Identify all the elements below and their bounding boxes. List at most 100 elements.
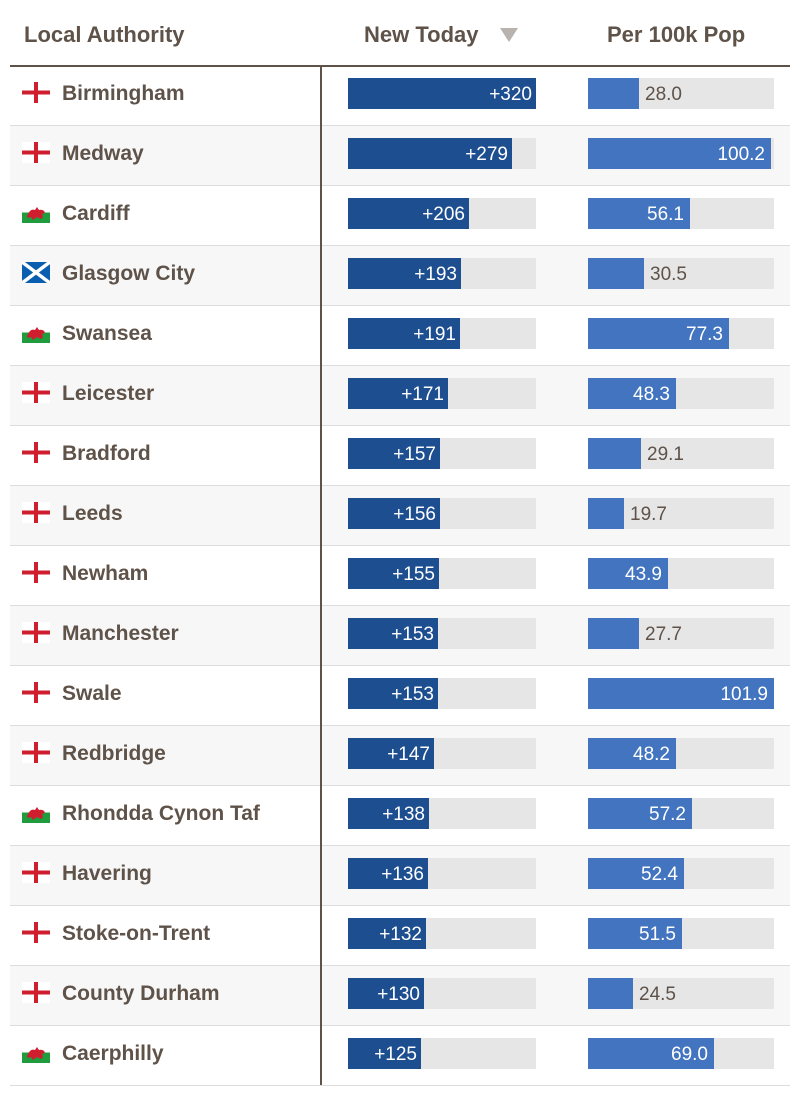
per-100k-track: 56.1	[588, 198, 774, 229]
local-authority-name: Newham	[62, 562, 149, 585]
per-100k-track: 52.4	[588, 858, 774, 889]
triangle-down-icon[interactable]	[500, 28, 518, 42]
local-authority-name: Birmingham	[62, 82, 185, 105]
per-100k-bar	[588, 678, 774, 709]
table-row: Birmingham +320 28.0	[10, 66, 790, 126]
per-100k-bar	[588, 1038, 714, 1069]
header-divider	[10, 65, 790, 67]
england-flag-icon	[22, 742, 50, 763]
new-today-value: +125	[374, 1044, 417, 1065]
england-flag-icon	[22, 622, 50, 643]
new-today-bar: +132	[348, 918, 426, 949]
per-100k-value: 52.4	[641, 864, 678, 885]
wales-flag-icon	[22, 202, 50, 223]
new-today-value: +138	[382, 804, 425, 825]
per-100k-track: 69.0	[588, 1038, 774, 1069]
column-header-per-100k-pop[interactable]: Per 100k Pop	[607, 22, 746, 47]
wales-flag-icon	[22, 322, 50, 343]
local-authority-name: Caerphilly	[62, 1042, 164, 1065]
england-flag-icon	[22, 502, 50, 523]
new-today-track: +153	[348, 618, 536, 649]
per-100k-bar	[588, 378, 676, 409]
new-today-bar: +155	[348, 558, 439, 589]
local-authority-name: Redbridge	[62, 742, 166, 765]
local-authority-name: Swansea	[62, 322, 152, 345]
new-today-bar: +156	[348, 498, 440, 529]
new-today-value: +193	[414, 264, 457, 285]
per-100k-track: 57.2	[588, 798, 774, 829]
per-100k-value: 19.7	[630, 504, 667, 525]
new-today-bar: +125	[348, 1038, 421, 1069]
wales-flag-icon	[22, 1042, 50, 1063]
new-today-value: +153	[391, 684, 434, 705]
per-100k-bar	[588, 78, 639, 109]
local-authority-name: Leicester	[62, 382, 155, 405]
new-today-track: +191	[348, 318, 536, 349]
column-header-new-today[interactable]: New Today	[364, 22, 479, 47]
per-100k-bar	[588, 798, 692, 829]
per-100k-track: 29.1	[588, 438, 774, 469]
column-divider	[320, 66, 322, 1085]
new-today-value: +171	[401, 384, 444, 405]
new-today-value: +191	[413, 324, 456, 345]
table-row: Rhondda Cynon Taf +138 57.2	[10, 786, 790, 846]
new-today-track: +279	[348, 138, 536, 169]
new-today-track: +320	[348, 78, 536, 109]
table-row: Manchester +153 27.7	[10, 606, 790, 666]
new-today-value: +153	[391, 624, 434, 645]
table-row: Glasgow City +193 30.5	[10, 246, 790, 306]
table-row: Medway +279 100.2	[10, 126, 790, 186]
table-row: County Durham +130 24.5	[10, 966, 790, 1026]
new-today-track: +171	[348, 378, 536, 409]
new-today-bar: +279	[348, 138, 512, 169]
column-header-local-authority[interactable]: Local Authority	[24, 22, 185, 47]
local-authority-name: Medway	[62, 142, 144, 165]
per-100k-track: 51.5	[588, 918, 774, 949]
new-today-track: +125	[348, 1038, 536, 1069]
per-100k-value: 43.9	[625, 564, 662, 585]
local-authority-name: Manchester	[62, 622, 179, 645]
new-today-bar: +320	[348, 78, 536, 109]
per-100k-value: 30.5	[650, 264, 687, 285]
per-100k-value: 69.0	[671, 1044, 708, 1065]
local-authority-name: Havering	[62, 862, 152, 885]
per-100k-track: 24.5	[588, 978, 774, 1009]
local-authority-name: Swale	[62, 682, 122, 705]
table-row: Caerphilly +125 69.0	[10, 1026, 790, 1086]
local-authority-name: Glasgow City	[62, 262, 196, 285]
new-today-track: +153	[348, 678, 536, 709]
per-100k-value: 27.7	[645, 624, 682, 645]
table-row: Swale +153 101.9	[10, 666, 790, 726]
per-100k-bar	[588, 618, 639, 649]
table-row: Newham +155 43.9	[10, 546, 790, 606]
england-flag-icon	[22, 862, 50, 883]
new-today-value: +132	[379, 924, 422, 945]
new-today-track: +193	[348, 258, 536, 289]
per-100k-value: 101.9	[720, 684, 768, 705]
new-today-value: +156	[393, 504, 436, 525]
new-today-value: +279	[465, 144, 508, 165]
local-authority-name: Stoke-on-Trent	[62, 922, 211, 945]
local-authority-name: Cardiff	[62, 202, 130, 225]
per-100k-bar	[588, 918, 682, 949]
per-100k-value: 77.3	[686, 324, 723, 345]
england-flag-icon	[22, 382, 50, 403]
data-table: Birmingham +320 28.0 Medway +279 100.2 Cardiff…	[10, 66, 790, 1086]
per-100k-value: 100.2	[717, 144, 765, 165]
per-100k-bar	[588, 858, 684, 889]
table-row: Stoke-on-Trent +132 51.5	[10, 906, 790, 966]
table-row: Bradford +157 29.1	[10, 426, 790, 486]
new-today-bar: +171	[348, 378, 448, 409]
table-row: Redbridge +147 48.2	[10, 726, 790, 786]
local-authority-name: Leeds	[62, 502, 123, 525]
per-100k-value: 57.2	[649, 804, 686, 825]
england-flag-icon	[22, 82, 50, 103]
new-today-track: +138	[348, 798, 536, 829]
per-100k-value: 51.5	[639, 924, 676, 945]
per-100k-bar	[588, 198, 690, 229]
new-today-track: +155	[348, 558, 536, 589]
local-authority-name: Bradford	[62, 442, 151, 465]
new-today-bar: +191	[348, 318, 460, 349]
per-100k-value: 28.0	[645, 84, 682, 105]
per-100k-bar	[588, 438, 641, 469]
